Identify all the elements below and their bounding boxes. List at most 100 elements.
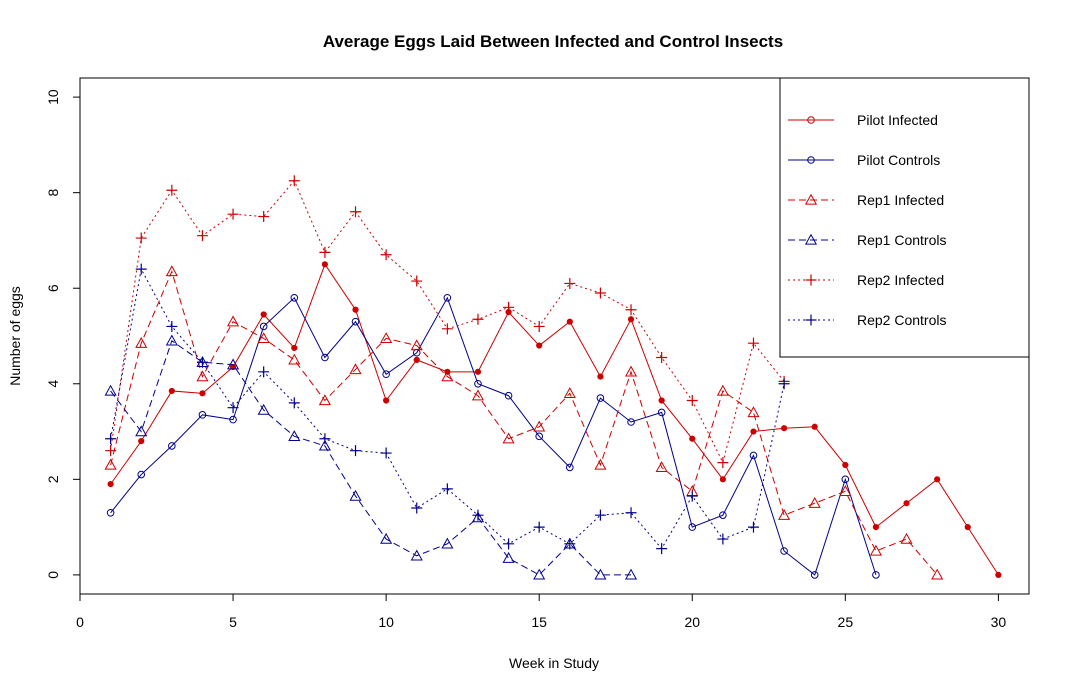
legend-item-rep2-controls: Rep2 Controls (788, 312, 947, 328)
data-point (747, 337, 759, 349)
data-point (288, 353, 301, 365)
legend-label: Rep2 Controls (857, 312, 947, 328)
data-point (411, 275, 423, 287)
data-point (808, 496, 821, 508)
data-point (135, 232, 147, 244)
data-point (656, 543, 668, 555)
data-point (321, 353, 329, 362)
data-point (168, 387, 175, 395)
data-point (869, 544, 882, 556)
data-point (594, 509, 606, 521)
data-point (258, 211, 270, 223)
data-point (872, 524, 880, 531)
data-point (747, 521, 759, 533)
data-point (380, 532, 393, 544)
data-point (716, 384, 729, 396)
data-point (382, 370, 390, 379)
data-point (627, 418, 635, 426)
x-tick-label: 5 (229, 614, 237, 630)
data-point (104, 384, 117, 396)
y-tick-label: 8 (45, 189, 61, 197)
data-point (472, 313, 484, 325)
y-tick-label: 2 (45, 475, 61, 483)
data-point (259, 322, 268, 331)
legend-item-pilot-infected: Pilot Infected (788, 112, 938, 128)
data-point (563, 387, 576, 398)
series-layer (104, 175, 1002, 580)
y-axis: 0 2 4 6 8 10 (45, 89, 81, 579)
data-point (166, 184, 178, 196)
data-point (657, 408, 666, 417)
series-line-rep2-infected (110, 179, 785, 465)
data-point (199, 390, 206, 397)
data-point (533, 568, 546, 580)
data-point (441, 483, 453, 495)
data-point (810, 571, 819, 579)
data-point (842, 461, 849, 469)
data-point (168, 442, 176, 450)
x-tick-label: 20 (684, 614, 700, 630)
data-point (504, 391, 513, 400)
legend-item-rep2-infected: Rep2 Infected (788, 272, 944, 288)
data-point (503, 538, 515, 550)
data-point (227, 402, 239, 414)
data-point (135, 425, 148, 437)
data-point (413, 356, 420, 363)
data-point (594, 287, 606, 299)
data-point (624, 568, 638, 580)
data-point (625, 304, 637, 316)
data-point (655, 461, 668, 473)
data-point (533, 320, 545, 332)
data-point (749, 451, 758, 460)
legend-label: Pilot Infected (857, 112, 938, 128)
data-point (441, 370, 454, 382)
data-point (658, 397, 665, 404)
x-axis: 0 5 10 15 20 25 30 (76, 593, 1007, 630)
data-point (597, 373, 604, 380)
data-point (839, 485, 852, 496)
data-point (105, 433, 117, 445)
data-point (533, 420, 546, 432)
x-tick-label: 30 (991, 614, 1007, 630)
data-point (717, 457, 729, 469)
chart-title: Average Eggs Laid Between Infected and C… (323, 32, 783, 51)
data-point (107, 481, 114, 488)
data-point (319, 246, 331, 258)
data-point (995, 571, 1002, 578)
data-point (290, 293, 299, 302)
data-point (903, 500, 910, 507)
legend-label: Pilot Controls (857, 152, 940, 168)
data-point (964, 524, 971, 531)
data-point (318, 439, 331, 451)
series-rep2-controls (105, 263, 790, 555)
data-point (104, 458, 117, 470)
series-pilot-controls (106, 293, 880, 579)
x-tick-label: 10 (378, 614, 394, 630)
data-point (196, 370, 209, 382)
data-point (227, 315, 240, 327)
data-point (288, 397, 300, 409)
data-point (321, 261, 329, 268)
data-point (900, 532, 913, 544)
data-point (624, 365, 638, 377)
data-point (410, 549, 423, 561)
data-point (196, 230, 208, 242)
data-point (564, 538, 576, 550)
data-point (227, 358, 240, 370)
data-point (443, 293, 452, 302)
data-point (291, 344, 298, 352)
legend-marker (805, 314, 817, 326)
data-point (196, 356, 208, 368)
x-tick-label: 0 (76, 614, 84, 630)
data-point (566, 318, 573, 325)
data-point (441, 537, 454, 549)
data-point (535, 432, 543, 441)
data-point (165, 334, 178, 346)
data-point (778, 378, 790, 390)
data-point (350, 445, 362, 457)
y-tick-label: 4 (45, 380, 61, 388)
series-rep1-controls (104, 334, 638, 580)
data-point (229, 415, 237, 424)
data-point (872, 571, 880, 579)
data-point (137, 470, 146, 479)
